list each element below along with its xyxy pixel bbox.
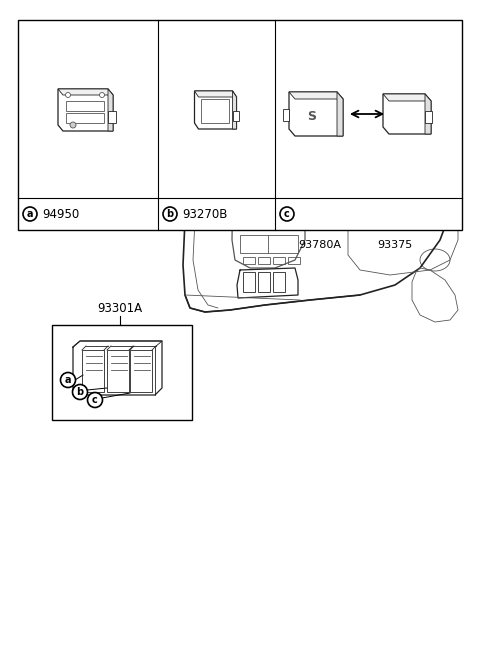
Polygon shape — [383, 94, 431, 101]
Polygon shape — [289, 92, 343, 136]
Polygon shape — [108, 89, 113, 131]
Polygon shape — [383, 94, 431, 134]
Bar — [108, 111, 116, 123]
Bar — [273, 272, 285, 292]
Text: b: b — [167, 209, 174, 219]
Polygon shape — [194, 91, 237, 97]
Circle shape — [163, 207, 177, 221]
Bar — [52, 325, 192, 420]
Bar — [258, 272, 270, 292]
Bar — [258, 257, 270, 264]
Circle shape — [280, 207, 294, 221]
Text: c: c — [284, 209, 290, 219]
Bar — [66, 113, 104, 123]
Bar — [66, 101, 104, 111]
Circle shape — [87, 392, 103, 407]
Circle shape — [23, 207, 37, 221]
Text: 93780A: 93780A — [299, 240, 341, 250]
Bar — [232, 111, 239, 121]
Text: 94950: 94950 — [42, 208, 79, 221]
Polygon shape — [425, 94, 431, 134]
Polygon shape — [194, 91, 237, 129]
Bar — [425, 111, 432, 123]
Text: 93301A: 93301A — [97, 302, 143, 315]
Polygon shape — [232, 91, 237, 129]
Bar — [243, 272, 255, 292]
Bar — [288, 257, 300, 264]
Bar — [18, 20, 462, 230]
Bar — [240, 235, 298, 253]
Polygon shape — [289, 92, 343, 99]
Bar — [130, 350, 152, 392]
Circle shape — [60, 373, 75, 388]
Bar — [107, 350, 129, 392]
Text: 93375: 93375 — [377, 240, 413, 250]
Text: c: c — [92, 395, 98, 405]
Circle shape — [99, 92, 105, 98]
Circle shape — [65, 92, 71, 98]
Text: a: a — [65, 375, 71, 385]
Bar — [82, 350, 104, 392]
Bar — [283, 109, 289, 121]
Text: 93270B: 93270B — [182, 208, 228, 221]
Polygon shape — [58, 89, 113, 95]
Circle shape — [70, 122, 76, 128]
Polygon shape — [58, 89, 113, 131]
Text: S: S — [308, 109, 316, 122]
Circle shape — [72, 384, 87, 400]
Bar — [305, 158, 323, 170]
Text: b: b — [76, 387, 84, 397]
Bar — [273, 257, 285, 264]
Text: a: a — [27, 209, 33, 219]
Bar — [243, 257, 255, 264]
Bar — [201, 99, 228, 123]
Polygon shape — [337, 92, 343, 136]
